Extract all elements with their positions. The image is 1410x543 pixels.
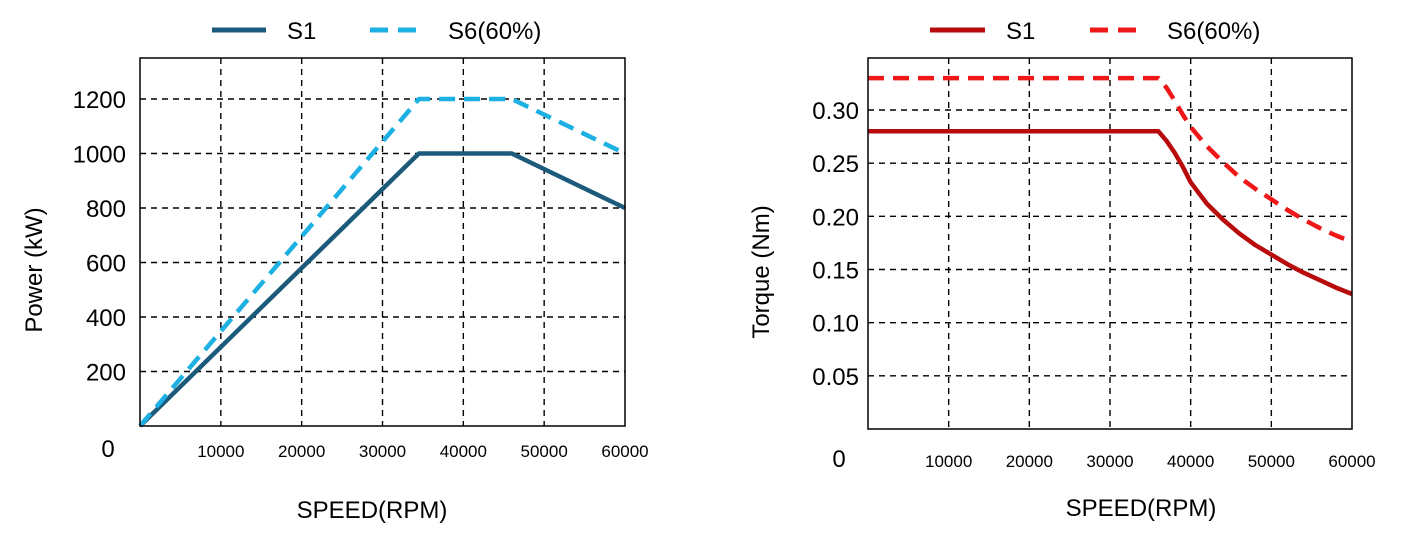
torque-x-tick-label: 40000	[1167, 452, 1214, 471]
power-y-tick-label: 1200	[73, 87, 126, 114]
power-chart: S1 S6(60%) 200 400 600 800 1000 1200 10000 200…	[21, 18, 649, 524]
torque-y-tick-label: 0.15	[812, 258, 859, 285]
power-y-tick-label: 600	[86, 251, 126, 278]
power-x-tick-label: 40000	[440, 442, 487, 461]
legend-label-s1: S1	[1006, 18, 1035, 45]
power-y-tick-label: 1000	[73, 142, 126, 169]
power-series-line-s1	[138, 151, 626, 428]
power-x-tick-label: 30000	[359, 442, 406, 461]
torque-series-line-s6	[868, 75, 1353, 244]
power-y-ticks: 200 400 600 800 1000 1200	[73, 87, 126, 387]
power-y-tick-label: 800	[86, 196, 126, 223]
torque-x-tick-label: 60000	[1328, 452, 1375, 471]
torque-legend: S1 S6(60%)	[930, 18, 1260, 45]
power-plot-frame	[139, 57, 626, 427]
legend-label-s6: S6(60%)	[448, 18, 541, 45]
torque-origin-label: 0	[832, 446, 845, 473]
torque-y-tick-label: 0.05	[812, 364, 859, 391]
torque-y-ticks: 0.05 0.10 0.15 0.20 0.25 0.30	[812, 98, 859, 391]
power-series-line-s6	[138, 96, 626, 428]
torque-x-axis-title: SPEED(RPM)	[1066, 495, 1217, 522]
power-x-tick-label: 50000	[521, 442, 568, 461]
power-x-tick-label: 60000	[601, 442, 648, 461]
power-x-tick-label: 20000	[278, 442, 325, 461]
power-x-tick-label: 10000	[197, 442, 244, 461]
torque-y-tick-label: 0.25	[812, 151, 859, 178]
torque-y-tick-label: 0.30	[812, 98, 859, 125]
legend-label-s1: S1	[287, 18, 316, 45]
power-y-tick-label: 400	[86, 305, 126, 332]
torque-x-tick-label: 30000	[1086, 452, 1133, 471]
legend-label-s6: S6(60%)	[1167, 18, 1260, 45]
power-x-ticks: 10000 20000 30000 40000 50000 60000	[197, 442, 648, 461]
torque-chart: S1 S6(60%) 0.05 0.10 0.15 0.20 0.25 0.30 1000…	[748, 18, 1376, 522]
torque-y-tick-label: 0.20	[812, 204, 859, 231]
torque-y-axis-title: Torque (Nm)	[748, 205, 775, 338]
torque-x-tick-label: 10000	[925, 452, 972, 471]
power-series	[138, 96, 626, 428]
torque-plot-frame	[867, 57, 1353, 430]
power-origin-label: 0	[101, 436, 114, 463]
power-x-axis-title: SPEED(RPM)	[297, 497, 448, 524]
torque-x-tick-label: 20000	[1006, 452, 1053, 471]
torque-grid	[868, 58, 1352, 429]
torque-x-ticks: 10000 20000 30000 40000 50000 60000	[925, 452, 1376, 471]
power-legend: S1 S6(60%)	[212, 18, 541, 45]
torque-series-line-s1	[868, 129, 1353, 297]
power-y-axis-title: Power (kW)	[21, 207, 48, 332]
power-y-tick-label: 200	[86, 360, 126, 387]
power-grid	[140, 58, 625, 426]
torque-y-tick-label: 0.10	[812, 311, 859, 338]
torque-x-tick-label: 50000	[1248, 452, 1295, 471]
torque-series	[868, 75, 1353, 297]
